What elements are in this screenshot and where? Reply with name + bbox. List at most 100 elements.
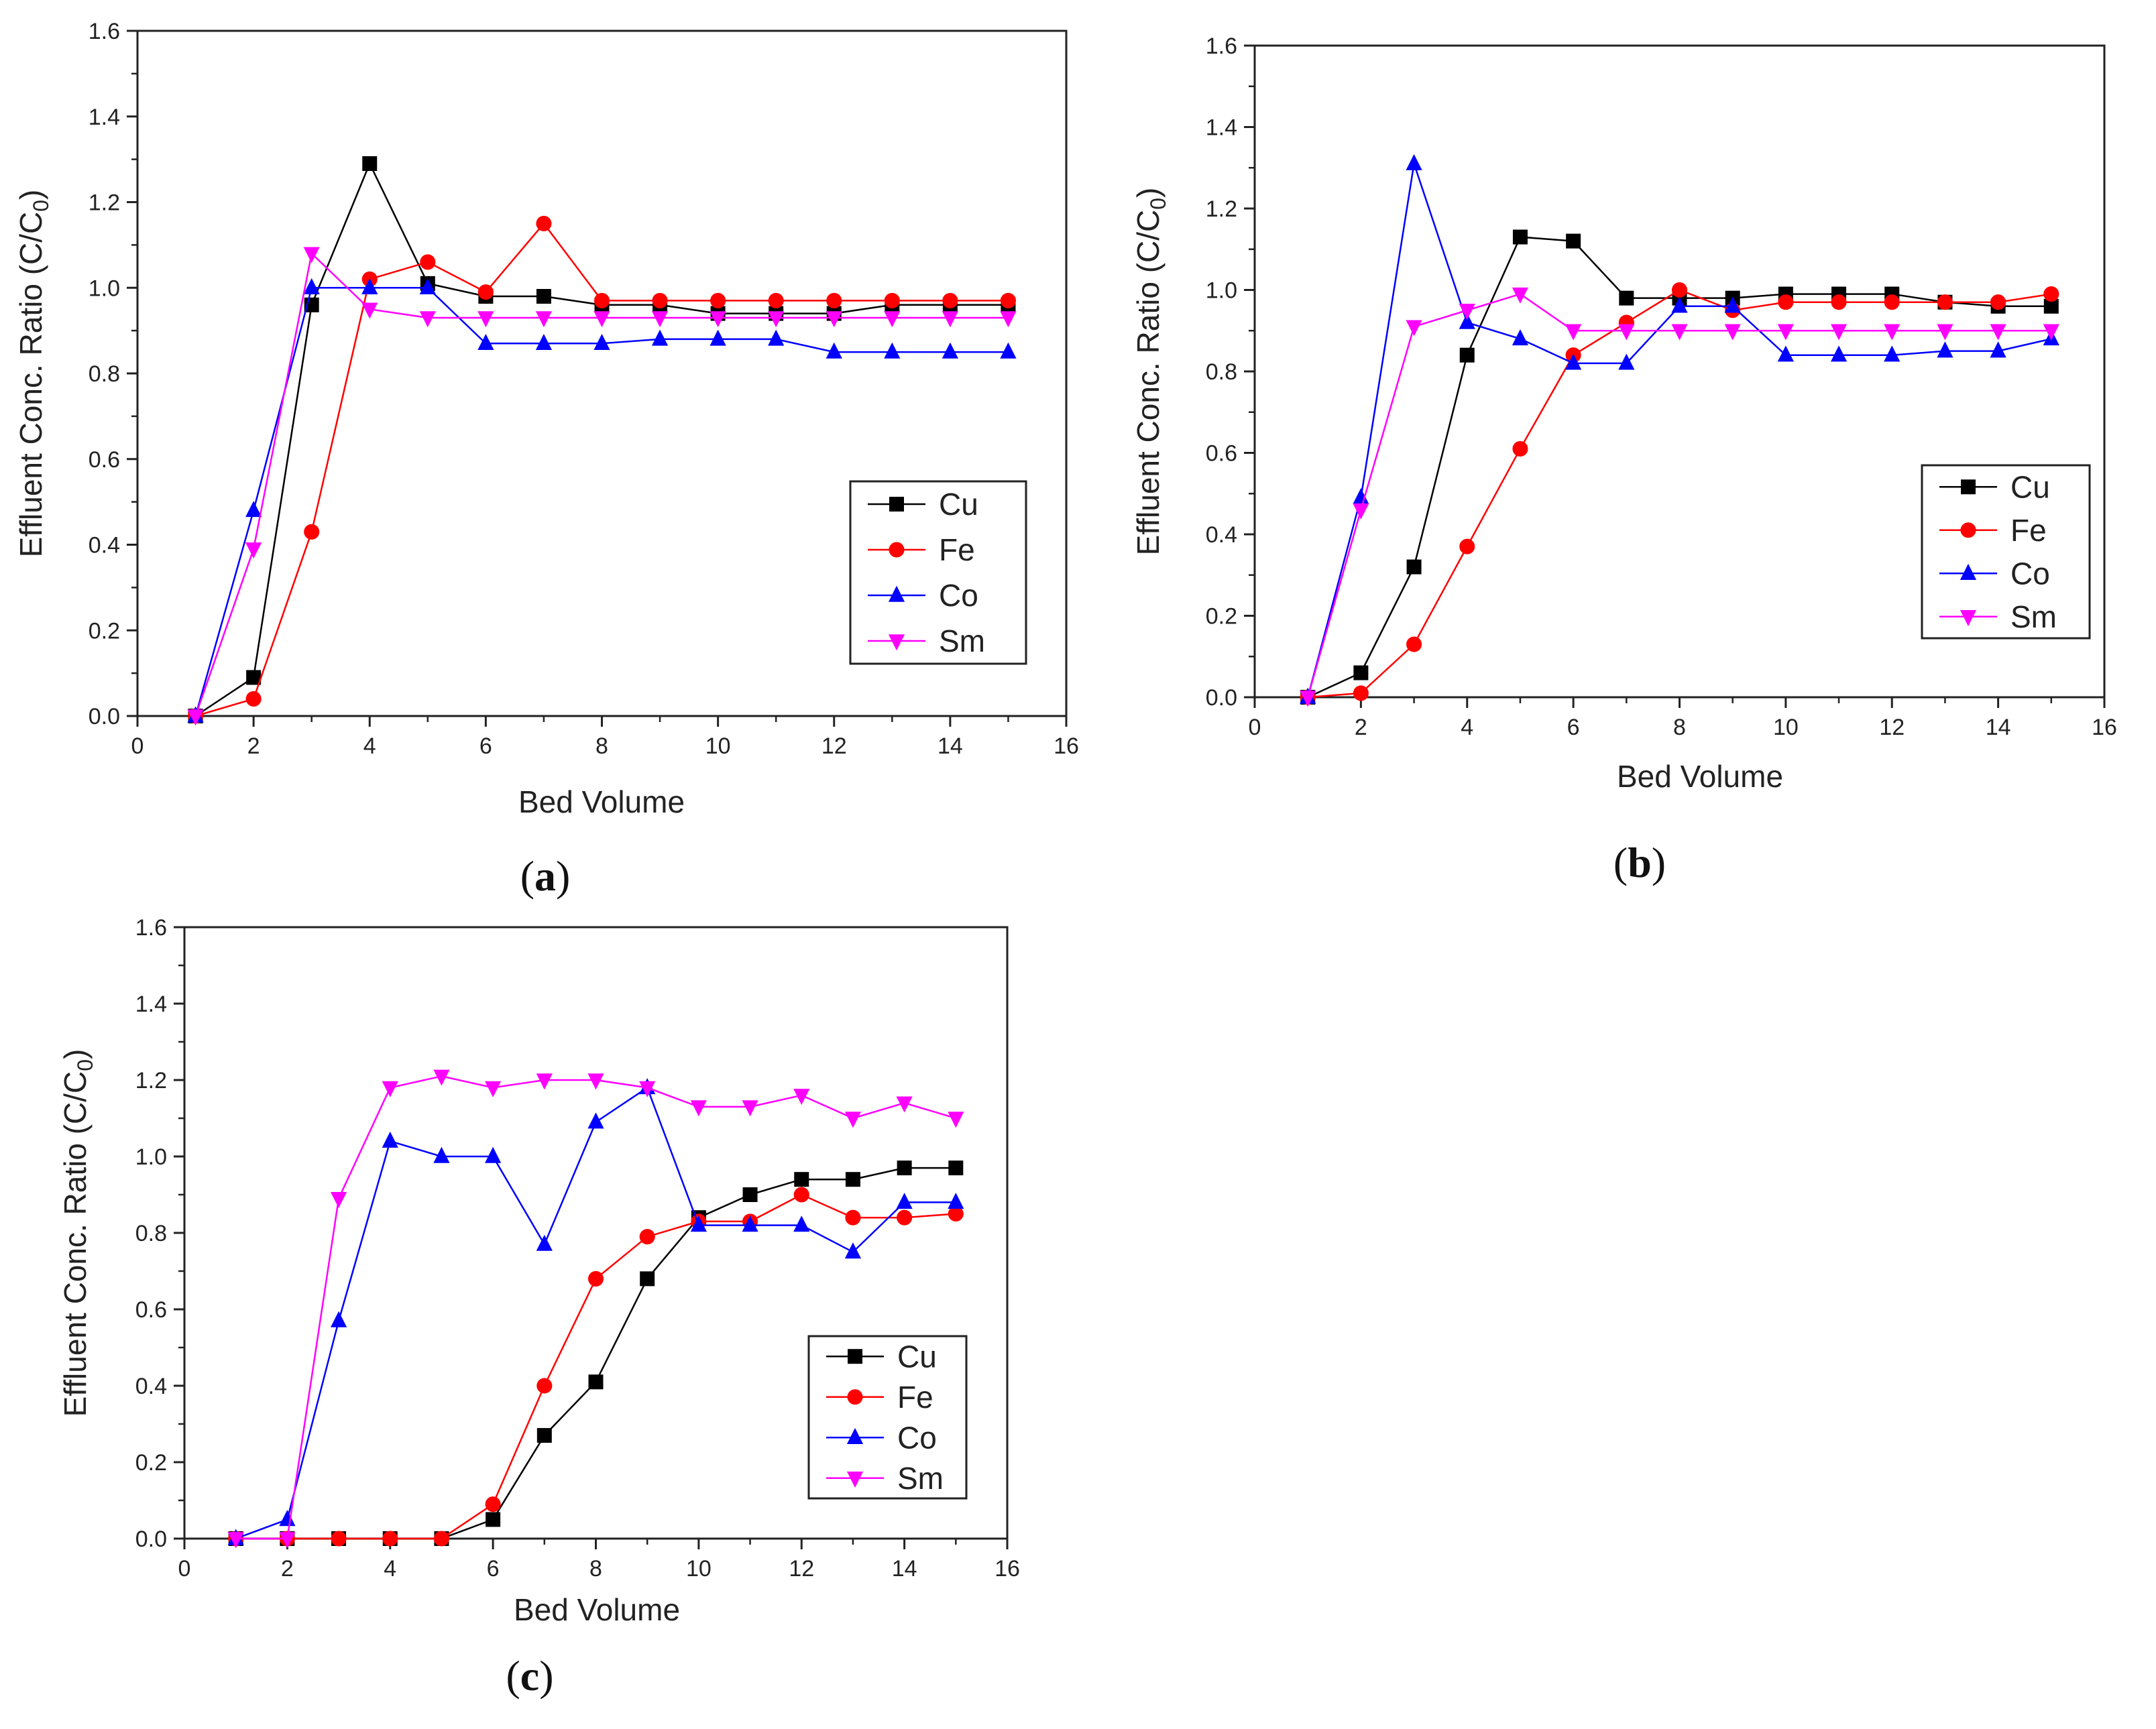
y-tick-label: 0.6 xyxy=(89,447,120,473)
y-tick-label: 1.0 xyxy=(1206,278,1237,304)
data-point-fe xyxy=(477,284,494,300)
legend: Cu Fe Co Sm xyxy=(1921,464,2091,640)
data-point-cu xyxy=(1353,665,1369,680)
y-tick-label: 0.2 xyxy=(1206,604,1237,630)
data-point-co xyxy=(587,1112,604,1129)
data-point-co xyxy=(382,1131,398,1148)
data-point-sm xyxy=(742,1100,758,1117)
y-tick-label: 1.2 xyxy=(135,1068,167,1093)
y-tick-label: 0.6 xyxy=(135,1297,167,1323)
data-point-fe xyxy=(1884,294,1900,310)
data-point-sm xyxy=(826,311,842,328)
y-axis-title-main: Effluent Conc. Ratio (C/C xyxy=(1131,210,1166,556)
data-point-fe xyxy=(897,1209,913,1226)
series-sm xyxy=(1300,287,2059,707)
x-tick-label: 2 xyxy=(281,1556,294,1582)
x-tick-label: 6 xyxy=(487,1556,500,1582)
y-axis-title-close: ) xyxy=(1131,188,1166,198)
data-point-co xyxy=(1000,342,1017,359)
data-point-co xyxy=(793,1215,810,1232)
x-tick-label: 12 xyxy=(821,733,847,759)
data-point-fe xyxy=(536,215,552,231)
legend-box xyxy=(1921,464,2091,640)
x-tick-label: 4 xyxy=(1461,715,1473,740)
data-point-sm xyxy=(1300,691,1316,707)
y-tick-label: 0.0 xyxy=(1206,685,1237,711)
series-sm xyxy=(227,1069,964,1549)
data-point-sm xyxy=(303,247,320,263)
x-tick-label: 10 xyxy=(686,1556,712,1582)
y-tick-label: 0.8 xyxy=(1206,359,1237,385)
y-tick-label: 1.6 xyxy=(135,915,167,941)
legend-marker-fe xyxy=(847,1389,863,1405)
data-point-co xyxy=(896,1193,913,1209)
data-point-fe xyxy=(1353,685,1369,701)
panel-label-letter: b xyxy=(1628,839,1652,886)
data-point-co xyxy=(477,333,494,350)
data-point-fe xyxy=(652,292,668,308)
y-tick-label: 0.8 xyxy=(135,1221,167,1246)
x-tick-label: 8 xyxy=(595,733,608,759)
panel-label-open: ( xyxy=(506,1652,520,1700)
y-tick-label: 1.4 xyxy=(1206,115,1237,141)
legend-label-cu: Cu xyxy=(897,1339,937,1374)
data-point-fe xyxy=(1990,294,2006,310)
legend-label-co: Co xyxy=(2010,556,2050,591)
data-point-fe xyxy=(1000,292,1016,308)
data-point-cu xyxy=(1459,347,1475,363)
data-point-cu xyxy=(1406,559,1422,575)
y-tick-label: 1.2 xyxy=(1206,196,1237,222)
data-point-fe xyxy=(485,1496,501,1512)
data-point-cu xyxy=(2043,298,2059,314)
data-point-cu xyxy=(362,156,378,172)
data-point-co xyxy=(330,1311,347,1327)
panel-label-open: ( xyxy=(1613,839,1628,886)
data-point-sm xyxy=(477,311,494,328)
panel-label-close: ) xyxy=(539,1652,553,1700)
data-point-cu xyxy=(948,1160,964,1176)
legend-marker-co xyxy=(846,1427,864,1444)
panel-label: (a) xyxy=(520,852,571,900)
y-axis-title: Effluent Conc. Ratio (C/C0) xyxy=(13,190,53,558)
series-co xyxy=(227,1078,964,1545)
data-point-co xyxy=(1406,154,1422,170)
legend-label-sm: Sm xyxy=(897,1461,944,1496)
data-point-fe xyxy=(245,691,262,707)
data-point-sm xyxy=(1406,320,1422,337)
data-point-sm xyxy=(793,1089,810,1106)
data-point-sm xyxy=(587,1073,604,1090)
x-tick-label: 14 xyxy=(938,733,963,759)
y-axis-title-close: ) xyxy=(58,1049,93,1059)
data-point-co xyxy=(948,1193,964,1209)
data-point-cu xyxy=(1619,290,1634,306)
panel-label-letter: c xyxy=(520,1652,539,1700)
data-point-co xyxy=(1565,353,1582,370)
data-point-sm xyxy=(1777,324,1794,341)
series-co xyxy=(1300,154,2059,704)
data-point-sm xyxy=(485,1081,502,1097)
y-axis-title-subscript: 0 xyxy=(1146,198,1170,210)
data-point-fe xyxy=(884,292,900,308)
y-tick-label: 1.6 xyxy=(1206,34,1237,59)
data-point-sm xyxy=(2043,324,2059,341)
data-point-co xyxy=(535,333,553,350)
legend-label-cu: Cu xyxy=(2010,469,2050,504)
data-point-fe xyxy=(710,292,726,308)
data-point-cu xyxy=(1512,229,1528,245)
data-point-fe xyxy=(845,1209,861,1226)
data-point-co xyxy=(245,501,262,518)
x-tick-label: 12 xyxy=(789,1556,814,1582)
data-point-co xyxy=(303,278,320,294)
data-point-sm xyxy=(1671,324,1688,341)
legend-marker-cu xyxy=(1961,479,1976,495)
y-axis-title-subscript: 0 xyxy=(29,200,53,212)
x-tick-label: 2 xyxy=(247,733,260,759)
x-tick-label: 16 xyxy=(2092,715,2117,740)
legend-label-co: Co xyxy=(897,1420,937,1455)
data-point-co xyxy=(485,1146,502,1163)
series-fe xyxy=(188,215,1016,724)
data-point-fe xyxy=(942,292,958,308)
data-point-fe xyxy=(1459,538,1475,554)
data-point-co xyxy=(942,342,958,359)
